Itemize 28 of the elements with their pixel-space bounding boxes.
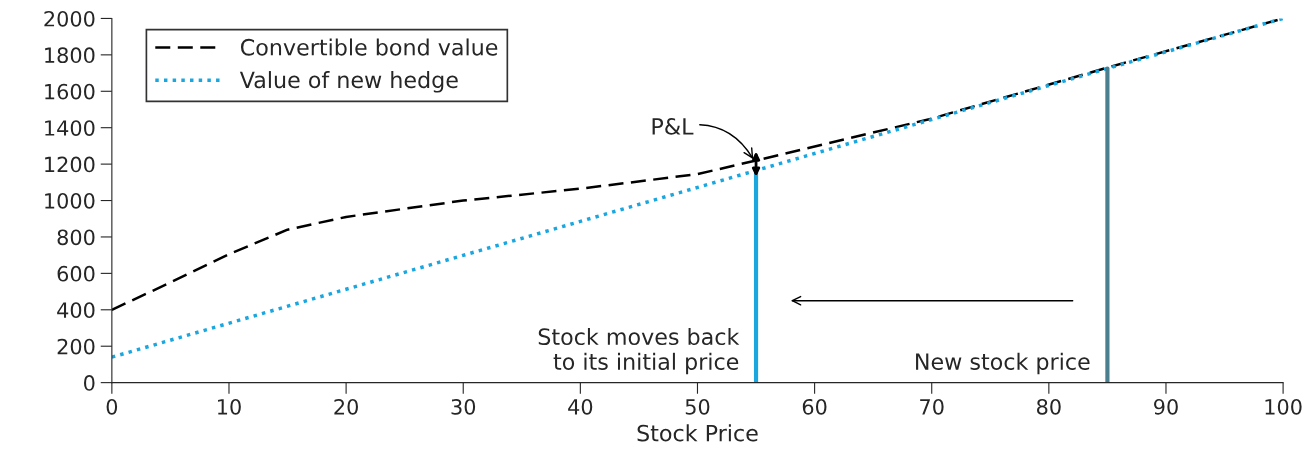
y-tick-label: 600: [57, 265, 95, 282]
x-tick-label: 70: [920, 398, 944, 415]
x-tick-label: 60: [802, 398, 827, 415]
series-label: Stock moves back to its initial price: [538, 327, 740, 375]
x-tick-label: 40: [568, 398, 593, 415]
x-tick-label: 100: [1265, 398, 1302, 415]
y-tick-label: 1000: [45, 192, 95, 209]
y-tick-label: 1200: [45, 156, 95, 173]
x-tick-label: 50: [685, 398, 710, 415]
y-tick-label: 800: [57, 229, 95, 246]
series-label: New stock price: [916, 352, 1090, 375]
x-tick-label: 10: [218, 398, 241, 415]
x-tick-label: 0: [106, 398, 118, 415]
x-tick-label: 90: [1154, 398, 1178, 415]
y-tick-label: 2000: [44, 10, 95, 27]
x-axis-title: Stock Price: [637, 424, 758, 442]
y-tick-label: 400: [57, 302, 95, 318]
legend-label: Value of new hedge: [239, 71, 458, 93]
annotation: P&L: [652, 118, 694, 135]
x-tick-label: 30: [451, 398, 476, 415]
legend-label: Convertible bond value: [240, 38, 498, 56]
y-tick-label: 1800: [45, 47, 95, 64]
y-tick-label: 1600: [45, 83, 95, 100]
x-tick-label: 80: [1037, 398, 1061, 415]
y-tick-label: 1400: [45, 120, 95, 136]
y-tick-label: 200: [57, 338, 95, 355]
x-tick-label: 20: [334, 398, 358, 415]
y-tick-label: 0: [84, 375, 95, 391]
